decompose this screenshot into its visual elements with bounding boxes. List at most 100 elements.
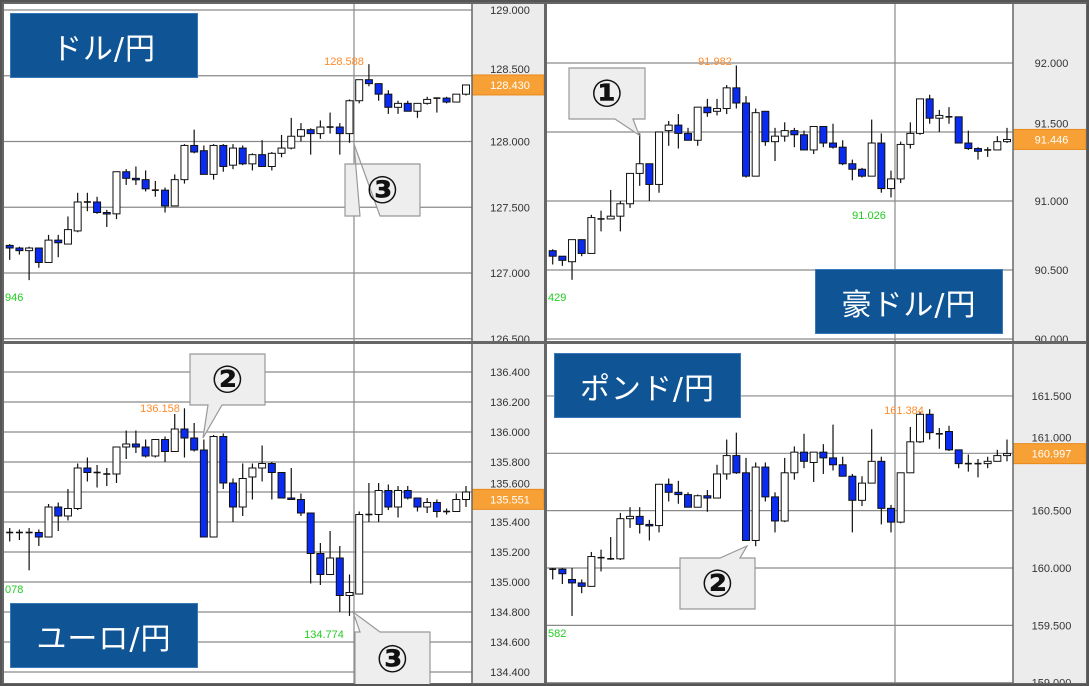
candle <box>316 120 325 139</box>
candle-body-bearish <box>964 142 973 150</box>
candle <box>916 98 925 135</box>
candle <box>423 498 432 513</box>
candle-body-bullish <box>345 100 354 135</box>
y-tick-label: 92.000 <box>1035 58 1069 70</box>
candle <box>722 439 731 480</box>
candle-body-bearish <box>442 97 451 103</box>
candle <box>433 97 441 113</box>
candle <box>809 451 818 482</box>
candle <box>141 170 150 192</box>
y-tick-label: 135.200 <box>490 547 530 559</box>
candle <box>945 425 954 452</box>
candle-body-bullish <box>693 495 702 508</box>
candle <box>73 192 82 233</box>
candle-body-bullish <box>916 413 925 443</box>
y-tick-label: 91.500 <box>1035 118 1069 130</box>
y-tick-label: 134.600 <box>490 637 530 649</box>
callout-number: ② <box>211 358 243 402</box>
candle <box>296 123 305 142</box>
candle <box>170 414 179 452</box>
low-price-label: 582 <box>548 628 566 640</box>
panel-title-audjpy: 豪ドル/円 <box>815 269 1003 334</box>
high-price-label: 128.588 <box>324 56 364 68</box>
candle <box>335 123 344 155</box>
y-tick-label: 135.600 <box>490 478 530 490</box>
candle-body-bearish <box>974 148 983 152</box>
candle <box>984 147 992 157</box>
candle-body-bearish <box>199 449 208 538</box>
candle-body-bearish <box>267 463 276 473</box>
candle-body-bullish <box>655 131 664 185</box>
price-axis <box>1013 344 1086 683</box>
candle <box>190 423 199 452</box>
candle <box>34 247 43 268</box>
candle-body-bullish <box>713 108 722 112</box>
y-tick-label: 135.800 <box>490 457 530 469</box>
candle-body-bullish <box>423 98 432 104</box>
candle <box>568 239 577 280</box>
candle <box>742 96 751 178</box>
candle <box>790 127 799 148</box>
candle-body-bearish <box>819 125 828 144</box>
candle-body-bullish <box>452 499 461 512</box>
panel-audjpy: 91.982 429 91.026 92.000 91.500 91.000 90.500 9… <box>545 2 1088 346</box>
y-tick-label: 128.500 <box>490 64 530 76</box>
callout-number: ③ <box>376 637 408 681</box>
candle <box>345 99 354 143</box>
candle-body-bullish <box>122 443 131 448</box>
candle <box>945 107 953 124</box>
candle-body-bearish <box>131 443 140 448</box>
candle <box>896 472 905 524</box>
candle <box>587 551 596 587</box>
panel-title-eurjpy: ユーロ/円 <box>10 603 198 668</box>
y-tick-label: 161.500 <box>1032 391 1072 403</box>
candle <box>25 528 33 571</box>
candle <box>267 152 276 171</box>
candle <box>326 531 335 575</box>
candle <box>722 85 731 115</box>
candle-body-bullish <box>935 114 944 119</box>
candle-body-bearish <box>925 98 934 119</box>
candle-body-bullish <box>722 455 731 475</box>
candle-body-bullish <box>228 147 237 166</box>
candle <box>568 568 577 616</box>
candle-body-bullish <box>655 483 664 527</box>
candle <box>925 94 934 124</box>
candle <box>44 504 53 538</box>
candle-body-bearish <box>800 451 809 462</box>
candle <box>983 456 992 469</box>
candle <box>771 127 780 161</box>
candle-body-bullish <box>867 142 876 177</box>
panel-eurjpy: 136.158 078 134.774 136.400 136.200 136.000 13… <box>2 342 546 685</box>
candle <box>190 129 199 154</box>
y-tick-label: 159.500 <box>1032 620 1072 632</box>
current-price-label: 160.997 <box>1032 449 1072 461</box>
candle-body-bullish <box>713 473 722 499</box>
candle <box>964 454 972 472</box>
candle <box>867 119 876 177</box>
candle <box>780 122 789 142</box>
candle-body-bullish <box>423 502 432 508</box>
candle-body-bullish <box>209 436 218 538</box>
candle-body-bearish <box>131 177 140 181</box>
candle <box>597 549 605 572</box>
candle <box>616 512 625 560</box>
callout-number: ② <box>701 562 733 606</box>
candle-body-bullish <box>616 518 625 560</box>
candle <box>384 90 393 114</box>
candle <box>935 428 943 449</box>
candle-body-bullish <box>112 171 121 215</box>
candle-body-bullish <box>896 472 905 523</box>
candle-body-bullish <box>771 135 780 143</box>
candle <box>751 108 760 177</box>
candle-body-bearish <box>15 247 24 252</box>
candle <box>209 144 218 180</box>
candle-body-bullish <box>606 215 615 220</box>
candle <box>858 167 867 178</box>
candle-body-bullish <box>73 201 82 232</box>
candle-body-bearish <box>558 255 567 261</box>
candle-body-bearish <box>877 460 886 509</box>
candle-body-bearish <box>403 490 412 499</box>
candle <box>15 246 24 255</box>
candle-body-bullish <box>170 179 179 207</box>
